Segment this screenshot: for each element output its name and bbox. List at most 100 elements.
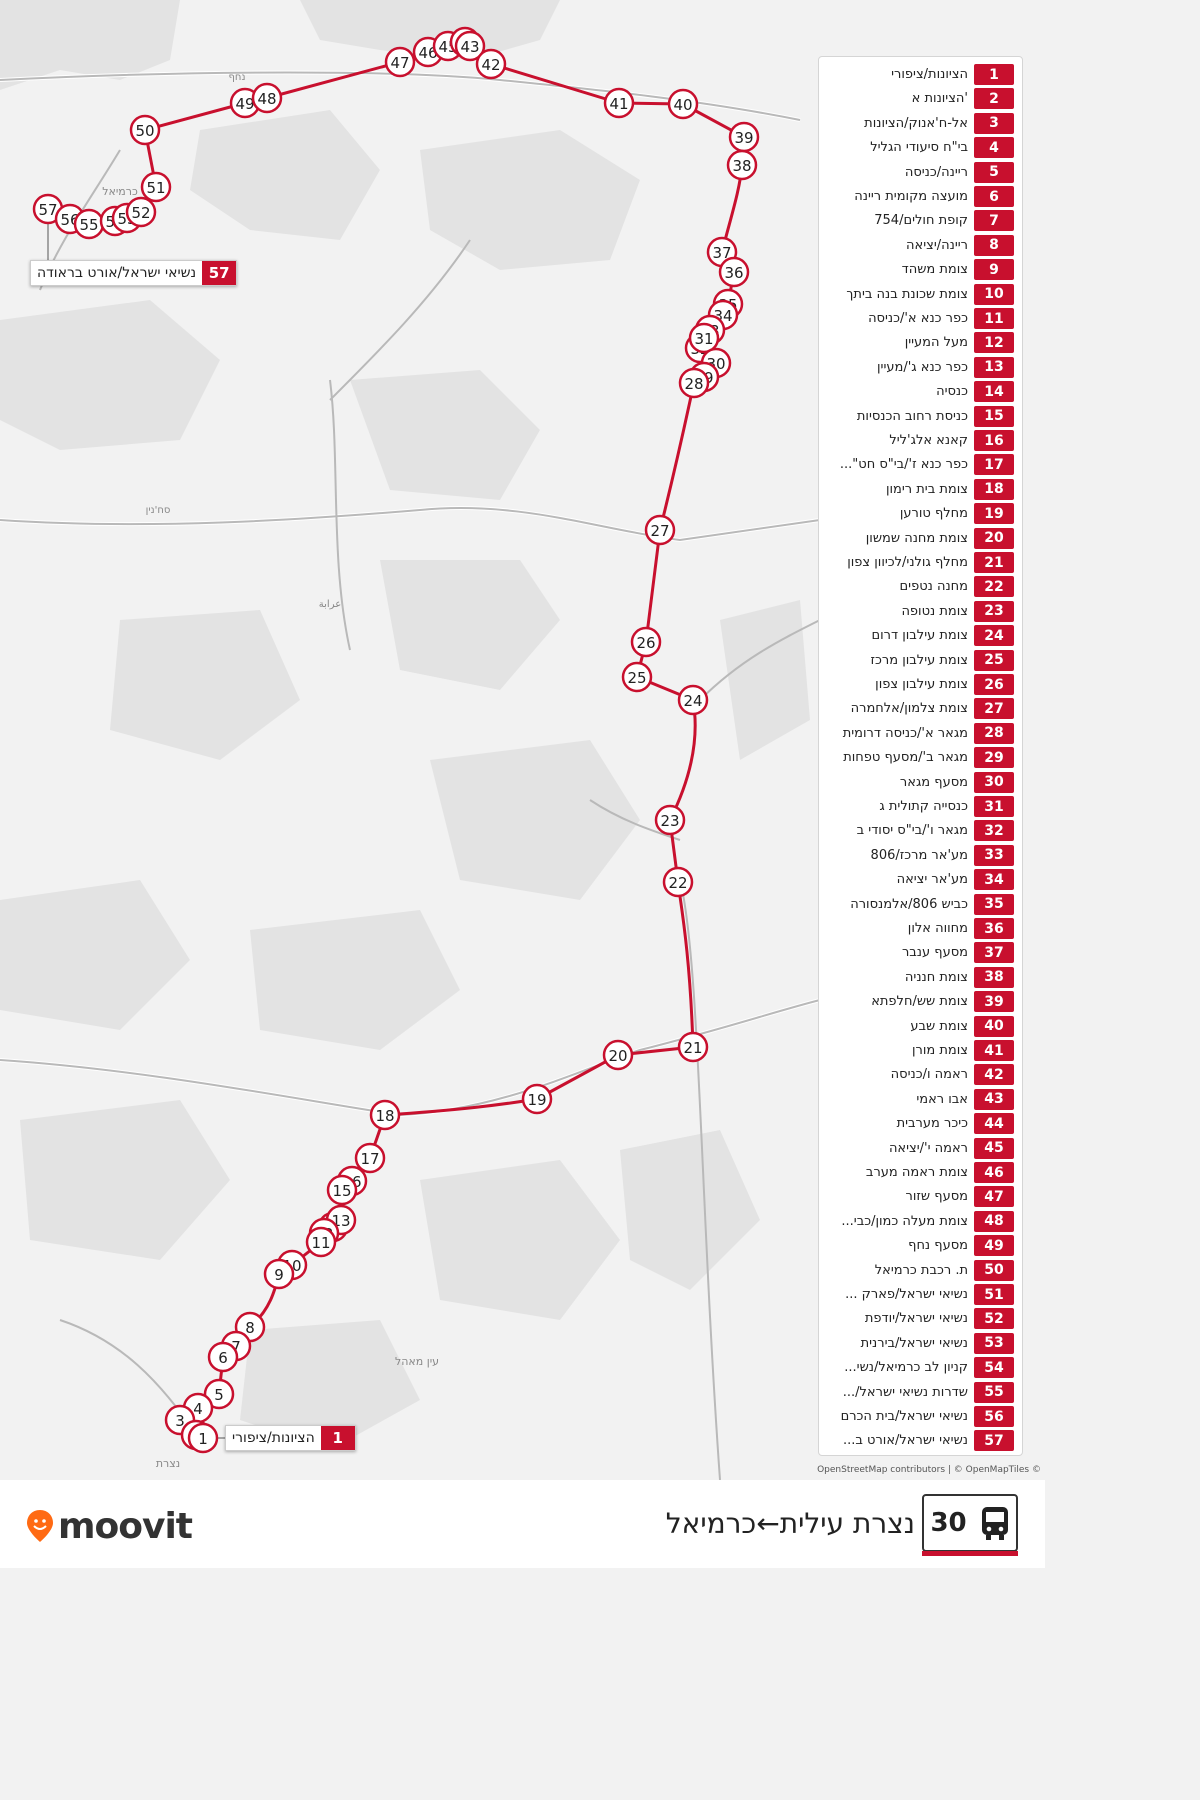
stop-list-item[interactable]: 1 הציונות/ציפורי: [828, 64, 1014, 85]
stop-marker[interactable]: 31: [688, 322, 720, 354]
end-stop-callout[interactable]: 57 נשיאי ישראל/אורט בראודה: [30, 260, 238, 286]
stop-list-item[interactable]: 51 נשיאי ישראל/פארק ...: [828, 1284, 1014, 1305]
stop-list-item[interactable]: 6 מועצה מקומית ריינה: [828, 186, 1014, 207]
stop-list-item[interactable]: 20 צומת מחנה שמשון: [828, 527, 1014, 549]
stop-marker[interactable]: 27: [644, 514, 676, 546]
stop-marker[interactable]: 24: [677, 684, 709, 716]
stop-list-item[interactable]: 32 מגאר ו'/בי"ס יסודי ב: [828, 820, 1014, 842]
stop-list-item[interactable]: 26 צומת עילבון צפון: [828, 674, 1014, 695]
stop-list-item[interactable]: 23 צומת נטופה: [828, 600, 1014, 622]
stop-marker[interactable]: 1: [187, 1422, 219, 1454]
stop-list-item[interactable]: 47 מסעף שזור: [828, 1186, 1014, 1208]
stop-list-item[interactable]: 40 צומת שבע: [828, 1015, 1014, 1037]
stop-marker[interactable]: 11: [305, 1226, 337, 1258]
stop-list-item[interactable]: 34 מע'אר יציאה: [828, 869, 1014, 891]
stop-marker[interactable]: 18: [369, 1099, 401, 1131]
stop-list-item[interactable]: 49 מסעף נחף: [828, 1235, 1014, 1257]
stop-marker[interactable]: 55: [73, 208, 105, 240]
stop-marker[interactable]: 36: [718, 256, 750, 288]
stop-list-item[interactable]: 45 ראמה י'/יציאה: [828, 1137, 1014, 1159]
stop-list-panel[interactable]: 1 הציונות/ציפורי 2 'הציונות א 3 אל-ח'אנוק/הצי…: [818, 56, 1023, 1456]
stop-list-item[interactable]: 22 מחנה נטפים: [828, 576, 1014, 598]
stop-marker[interactable]: 48: [251, 82, 283, 114]
stop-list-item[interactable]: 15 כניסת רחוב הכנסיות: [828, 405, 1014, 427]
stop-marker[interactable]: 21: [677, 1031, 709, 1063]
stop-list-item[interactable]: 52 נשיאי ישראל/יודפת: [828, 1308, 1014, 1330]
stop-marker[interactable]: 40: [667, 88, 699, 120]
stop-list-item[interactable]: 16 קאנא אלג'ליל: [828, 430, 1014, 451]
stop-marker[interactable]: 43: [454, 30, 486, 62]
stop-list-item[interactable]: 44 כיכר מערבית: [828, 1113, 1014, 1135]
stop-list-item[interactable]: 50 ת. רכבת כרמיאל: [828, 1259, 1014, 1281]
stop-list-item[interactable]: 9 צומת משהד: [828, 259, 1014, 281]
stop-marker[interactable]: 17: [354, 1142, 386, 1174]
stop-list-item[interactable]: 48 צומת מעלה כמון/כבי...: [828, 1210, 1014, 1232]
stop-list-item[interactable]: 54 קניון לב כרמיאל/נשי...: [828, 1357, 1014, 1379]
stop-list-item[interactable]: 42 ראמה ו/כניסה: [828, 1064, 1014, 1086]
stop-list-item[interactable]: 10 צומת שכונת בנה ביתך: [828, 283, 1014, 305]
stop-marker[interactable]: 47: [384, 46, 416, 78]
stop-marker[interactable]: 38: [726, 149, 758, 181]
stop-list-item[interactable]: 5 ריינה/כניסה: [828, 161, 1014, 183]
stop-list-item[interactable]: 14 כנסיה: [828, 381, 1014, 403]
stop-marker[interactable]: 26: [630, 626, 662, 658]
stop-list-item[interactable]: 28 מגאר א'/כניסה דרומית: [828, 722, 1014, 744]
stop-list-item[interactable]: 55 שדרות נשיאי ישראל/...: [828, 1381, 1014, 1403]
stop-marker[interactable]: 52: [125, 196, 157, 228]
stop-marker[interactable]: 39: [728, 121, 760, 153]
stop-name: נשיאי ישראל/אורט ב...: [842, 1433, 968, 1449]
stop-marker[interactable]: 22: [662, 866, 694, 898]
moovit-logo[interactable]: moovit: [26, 1506, 193, 1547]
stop-list-item[interactable]: 56 נשיאי ישראל/בית הכרם: [828, 1406, 1014, 1427]
stop-list-item[interactable]: 46 צומת ראמה מערב: [828, 1162, 1014, 1183]
stop-marker[interactable]: 20: [602, 1039, 634, 1071]
stop-list-item[interactable]: 25 צומת עילבון מרכז: [828, 649, 1014, 671]
stop-marker[interactable]: 25: [621, 661, 653, 693]
stop-list-item[interactable]: 30 מסעף מגאר: [828, 771, 1014, 793]
stop-list-item[interactable]: 29 מגאר ב'/מסעף טפחות: [828, 747, 1014, 769]
stop-list-item[interactable]: 33 מע'אר מרכז/806: [828, 844, 1014, 866]
stop-marker[interactable]: 51: [140, 171, 172, 203]
stop-list-item[interactable]: 35 כביש 806/אלמנסורה: [828, 893, 1014, 915]
stop-list-item[interactable]: 27 צומת צלמון/אלחמרה: [828, 698, 1014, 720]
stop-list-item[interactable]: 7 קופת חולים/754: [828, 210, 1014, 232]
stop-list-item[interactable]: 57 נשיאי ישראל/אורט ב...: [828, 1430, 1014, 1452]
stop-list-item[interactable]: 21 מחלף גולני/לכיוון צפון: [828, 552, 1014, 573]
stop-list-item[interactable]: 36 מחווה אלון: [828, 918, 1014, 939]
stop-list-item[interactable]: 39 צומת שש/חלפתא: [828, 991, 1014, 1013]
stop-list-item[interactable]: 38 צומת חנניה: [828, 966, 1014, 988]
stop-list-item[interactable]: 3 אל-ח'אנוק/הציונות: [828, 112, 1014, 134]
stop-list-item[interactable]: 13 כפר כנא ג'/מעיין: [828, 356, 1014, 378]
stop-list-item[interactable]: 37 מסעף ענבר: [828, 942, 1014, 964]
stop-marker-number: 42: [481, 56, 500, 74]
start-stop-callout[interactable]: 1 הציונות/ציפורי: [225, 1425, 356, 1451]
stop-name: ריינה/כניסה: [904, 164, 968, 180]
stop-list-item[interactable]: 8 ריינה/יציאה: [828, 234, 1014, 256]
stop-marker[interactable]: 42: [475, 48, 507, 80]
stop-marker[interactable]: 19: [521, 1083, 553, 1115]
stop-marker[interactable]: 5: [203, 1378, 235, 1410]
stop-marker-number: 49: [235, 95, 254, 113]
stop-list-item[interactable]: 41 צומת מורן: [828, 1040, 1014, 1061]
stop-marker[interactable]: 28: [678, 367, 710, 399]
stop-marker[interactable]: 9: [263, 1258, 295, 1290]
stop-number-badge: 40: [974, 1015, 1014, 1037]
stop-list-item[interactable]: 11 כפר כנא א'/כניסה: [828, 308, 1014, 329]
stop-list-item[interactable]: 4 בי"ח סיעודי הגליל: [828, 137, 1014, 159]
stop-marker[interactable]: 41: [603, 87, 635, 119]
stop-list-item[interactable]: 2 'הציונות א: [828, 88, 1014, 110]
stop-list-item[interactable]: 12 מעל המעיין: [828, 332, 1014, 354]
stop-marker[interactable]: 15: [326, 1174, 358, 1206]
stop-list-item[interactable]: 18 צומת בית רימון: [828, 478, 1014, 500]
stop-list-item[interactable]: 31 כנסייה קתולית ג: [828, 796, 1014, 817]
stop-list-item[interactable]: 24 צומת עילבון דרום: [828, 625, 1014, 647]
stop-list-item[interactable]: 17 כפר כנא ז'/בי"ס חט"...: [828, 454, 1014, 476]
stop-marker[interactable]: 50: [129, 114, 161, 146]
stop-name: מגאר ב'/מסעף טפחות: [843, 750, 968, 766]
stop-marker[interactable]: 6: [207, 1341, 239, 1373]
stop-list-item[interactable]: 43 אבו ראמי: [828, 1088, 1014, 1110]
map-attribution[interactable]: OpenStreetMap contributors | © OpenMapTi…: [817, 1465, 1041, 1475]
stop-marker[interactable]: 23: [654, 804, 686, 836]
stop-list-item[interactable]: 19 מחלף טורען: [828, 503, 1014, 525]
stop-list-item[interactable]: 53 נשיאי ישראל/בירנית: [828, 1332, 1014, 1354]
